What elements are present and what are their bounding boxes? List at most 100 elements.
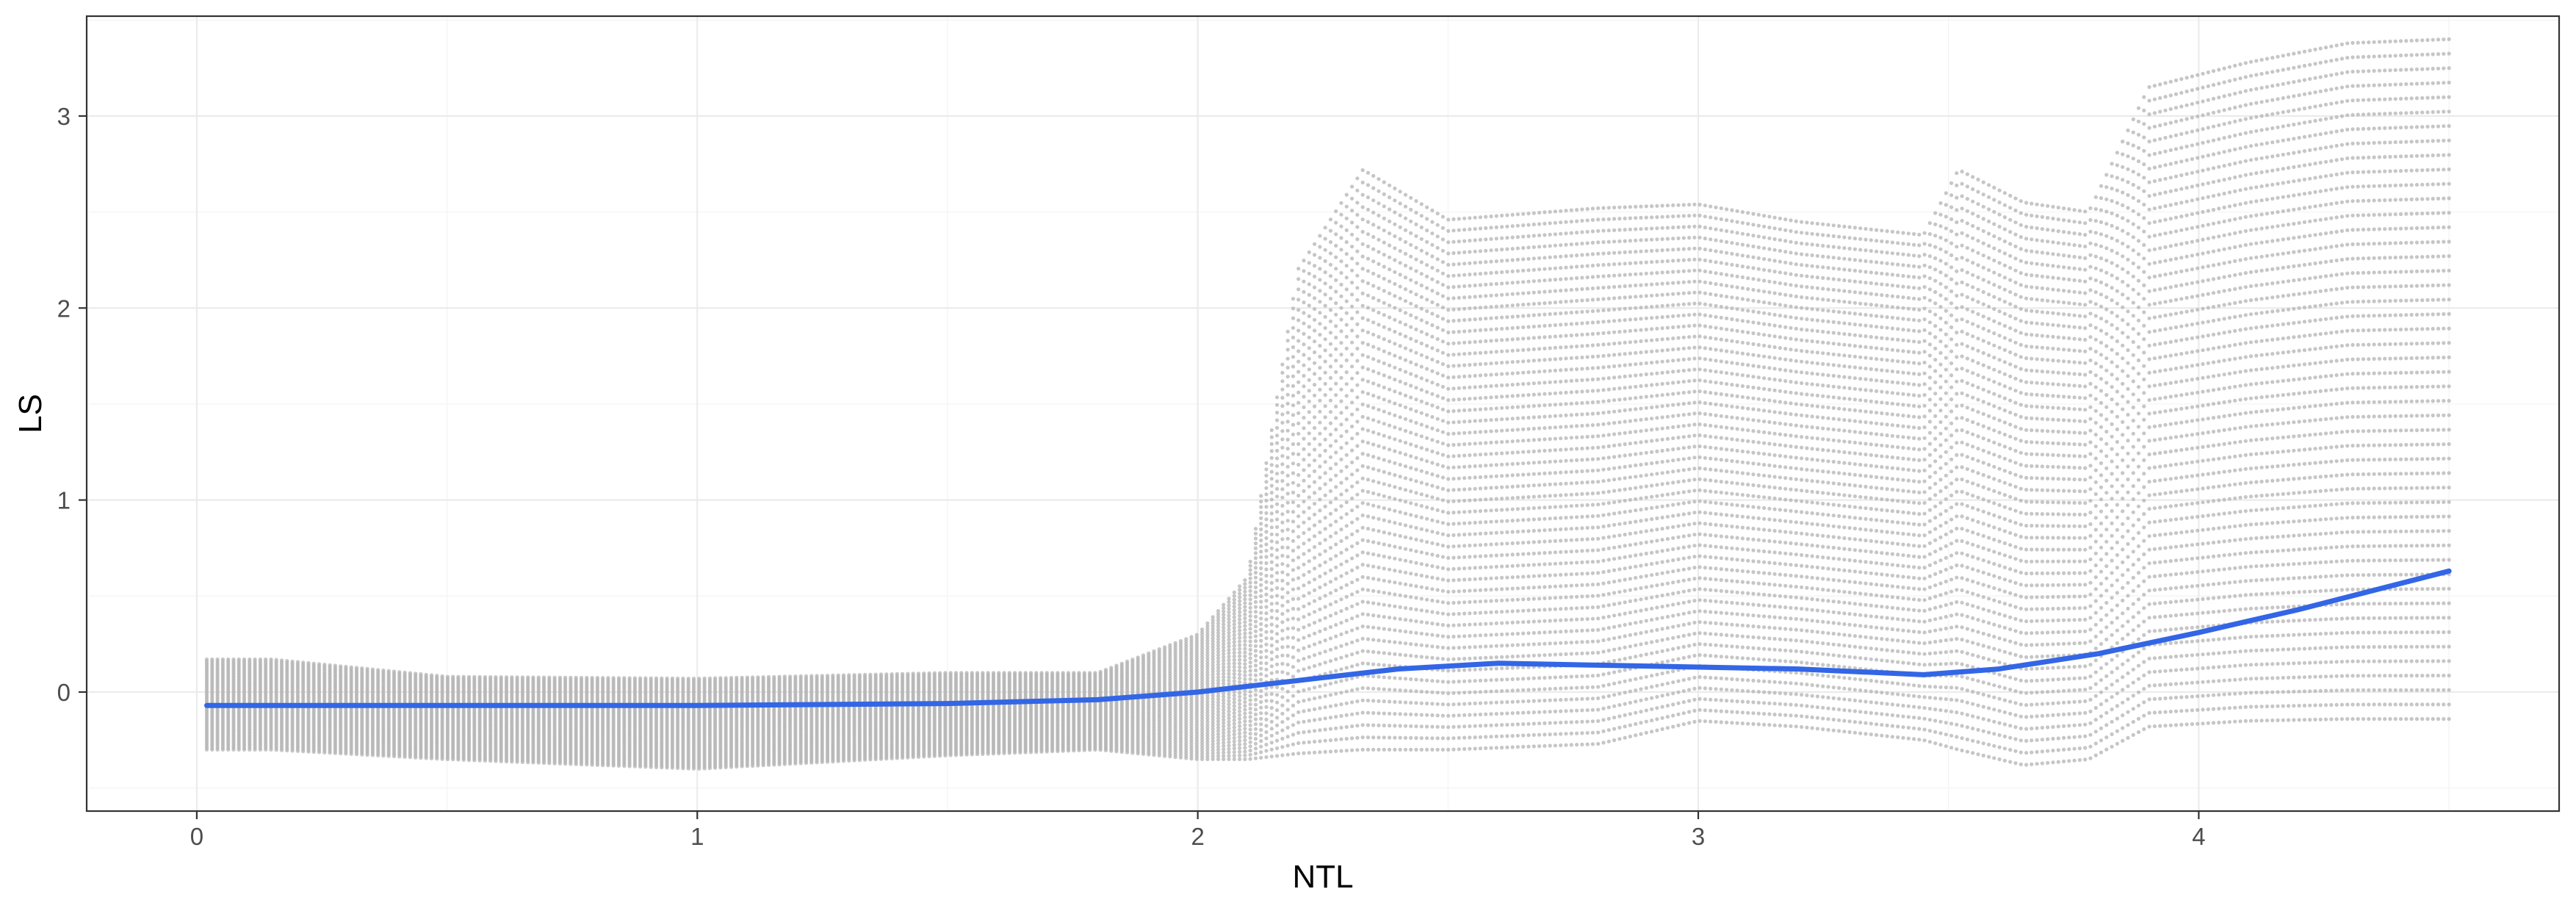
scatter-point — [510, 675, 513, 679]
scatter-point — [333, 663, 337, 667]
scatter-point — [285, 659, 289, 663]
scatter-point — [301, 660, 305, 664]
scatter-point — [280, 658, 284, 662]
scatter-point — [649, 677, 653, 680]
scatter-point — [542, 676, 546, 680]
scatter-point — [665, 677, 669, 680]
scatter-point — [708, 677, 712, 680]
scatter-point — [350, 666, 353, 669]
scatter-point — [526, 675, 530, 679]
scatter-point — [231, 658, 235, 661]
scatter-point — [414, 671, 417, 675]
scatter-point — [638, 677, 642, 680]
scatter-point — [606, 676, 610, 680]
scatter-point — [392, 669, 396, 673]
scatter-point — [441, 674, 444, 678]
scatter-point — [387, 669, 391, 673]
scatter-point — [317, 662, 321, 666]
scatter-point — [563, 676, 567, 680]
scatter-point — [617, 676, 621, 680]
scatter-point — [660, 677, 663, 680]
scatter-point — [681, 677, 685, 680]
scatter-point — [537, 675, 541, 679]
scatter-point — [376, 668, 380, 671]
scatter-point — [403, 671, 407, 674]
scatter-point — [633, 676, 637, 680]
scatter-point — [419, 672, 422, 676]
scatter-point — [531, 675, 535, 679]
scatter-point — [553, 676, 557, 680]
scatter-point — [740, 676, 744, 680]
scatter-point — [216, 658, 220, 661]
scatter-point — [521, 675, 524, 679]
scatter-point — [713, 677, 717, 680]
scatter-point — [558, 676, 562, 680]
scatter-point — [269, 658, 273, 661]
scatter-point — [221, 658, 225, 661]
scatter-point — [467, 675, 471, 679]
scatter-point — [248, 658, 251, 661]
scatter-point — [446, 675, 450, 679]
scatter-point — [746, 676, 749, 680]
scatter-point — [296, 660, 300, 663]
scatter-point — [478, 675, 482, 679]
scatter-point — [622, 676, 626, 680]
scatter-point — [472, 675, 476, 679]
scatter-point — [322, 663, 326, 666]
scatter-point — [456, 675, 460, 679]
scatter-point — [643, 677, 647, 680]
scatter-point — [505, 675, 508, 679]
scatter-point — [596, 676, 599, 680]
scatter-point — [499, 675, 503, 679]
scatter-point — [654, 677, 658, 680]
scatter-point — [306, 661, 310, 665]
scatter-point — [226, 658, 230, 661]
scatter-point — [264, 658, 267, 661]
scatter-point — [697, 677, 701, 680]
scatter-point — [425, 673, 428, 677]
scatter-point — [585, 676, 588, 680]
scatter-point — [591, 676, 594, 680]
scatter-point — [612, 676, 616, 680]
scatter-point — [483, 675, 487, 679]
scatter-point — [580, 676, 583, 680]
scatter-point — [494, 675, 497, 679]
scatter-point — [488, 675, 492, 679]
scatter-point — [628, 676, 632, 680]
scatter-point — [687, 677, 690, 680]
scatter-point — [430, 673, 433, 677]
scatter-point — [408, 671, 412, 675]
scatter-point — [451, 675, 455, 679]
scatter-point — [242, 658, 246, 661]
scatter-point — [751, 675, 754, 679]
scatter-point — [516, 675, 519, 679]
scatter-point — [355, 666, 358, 669]
scatter-point — [729, 676, 733, 680]
scatter-point — [435, 674, 439, 677]
scatter-point — [703, 677, 707, 680]
scatter-point — [371, 668, 375, 671]
scatter-point — [381, 669, 385, 672]
scatter-point — [339, 664, 342, 668]
scatter-point — [397, 670, 401, 674]
scatter-point — [601, 676, 605, 680]
scatter-point — [275, 658, 278, 662]
scatter-point — [676, 677, 679, 680]
scatter-point — [259, 658, 262, 661]
scatter-point — [328, 663, 332, 667]
scatter-point — [366, 667, 369, 671]
scatter-point — [360, 666, 364, 670]
scatter-point — [724, 676, 728, 680]
scatter-point — [547, 676, 551, 680]
scatter-point — [312, 662, 316, 666]
scatter-point — [718, 676, 722, 680]
scatter-point — [237, 658, 241, 661]
scatter-point — [735, 676, 738, 680]
scatter-point — [210, 658, 214, 661]
scatter-point — [291, 660, 295, 663]
scatter-point — [569, 676, 572, 680]
scatter-point — [205, 658, 209, 661]
scatter-point — [574, 676, 578, 680]
